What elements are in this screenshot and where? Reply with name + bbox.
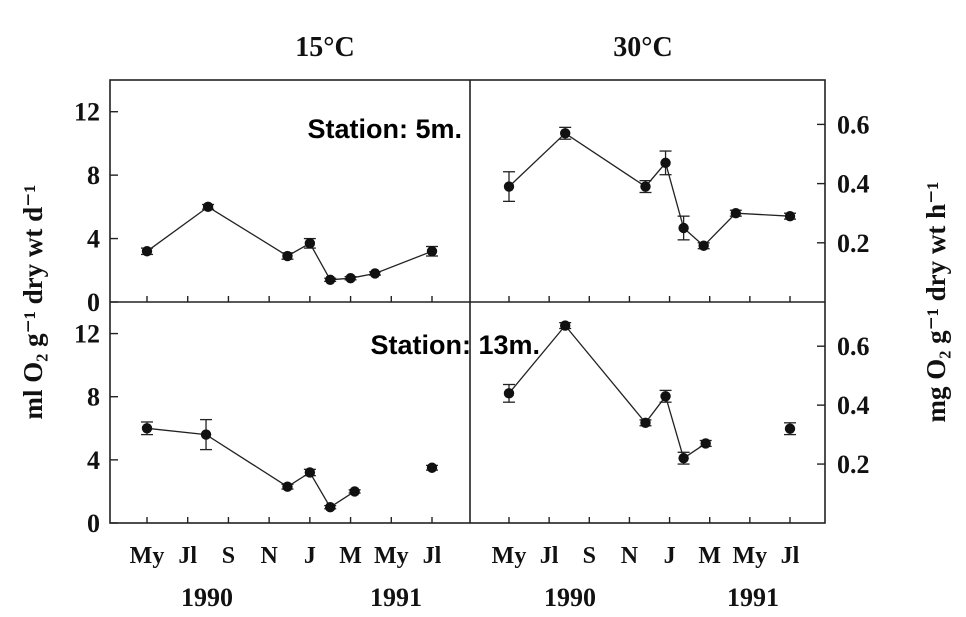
y-tick-label: 0.6 [837,110,870,139]
data-point [369,268,381,279]
series-line [146,427,355,509]
y-tick-label: 4 [87,225,100,254]
station-13m-label: Station: 13m. [370,330,540,360]
x-tick-label: My [374,543,409,569]
station-5m-label: Station: 5m. [307,114,462,144]
y-tick-label: 0 [87,509,100,538]
data-point [141,246,153,257]
data-point [560,128,571,139]
data-point [202,201,214,213]
data-point [678,452,689,464]
y-tick-label: 0 [87,288,100,317]
x-tick-label: M [339,543,362,569]
data-point [200,429,212,440]
data-point [304,467,316,478]
data-point [784,423,796,434]
x-tick-label: N [260,543,278,569]
data-point [640,417,651,429]
right-axis-title: mg O₂ g⁻¹ dry wt h⁻¹ [921,181,951,422]
year-label-1991-right: 1991 [727,583,779,612]
series-line [508,132,791,247]
data-point [503,388,515,399]
y-tick-label: 8 [87,161,100,190]
data-point [141,423,153,434]
x-tick-label: Jl [781,543,800,569]
x-tick-label: My [492,543,527,569]
x-tick-label: N [621,543,639,569]
data-point [325,274,336,285]
data-point [325,502,336,513]
data-point [640,181,651,192]
y-tick-label: 8 [87,383,100,412]
year-label-1990-left: 1990 [181,583,233,612]
x-tick-label: Jl [178,543,197,569]
x-tick-label: Jl [540,543,559,569]
data-point [304,238,316,249]
data-point [660,391,671,402]
left-axis-title: ml O₂ g⁻¹ dry wt d⁻¹ [18,184,48,419]
data-point [784,210,796,222]
year-label-1991-left: 1991 [370,583,422,612]
y-tick-label: 12 [74,320,100,349]
x-tick-label: My [130,543,165,569]
y-tick-label: 0.4 [837,391,870,420]
y-tick-label: 0.6 [837,332,870,361]
year-label-1990-right: 1990 [544,583,596,612]
y-tick-label: 4 [87,446,100,475]
header-15c: 15°C [295,32,354,63]
x-tick-label: S [222,543,235,569]
x-tick-label: J [304,543,316,569]
data-point [426,462,438,473]
x-tick-label: S [583,543,596,569]
x-tick-label: M [698,543,721,569]
data-point [730,208,742,219]
y-tick-label: 12 [74,98,100,127]
data-point [349,486,360,497]
data-point [560,320,571,331]
data-point [503,181,515,192]
y-tick-label: 0.2 [837,450,870,479]
header-30c: 30°C [613,32,672,63]
x-tick-label: Jl [423,543,442,569]
y-tick-label: 0.4 [837,170,870,199]
data-point [678,222,689,234]
data-point [282,481,293,492]
data-point [698,240,709,251]
data-point [700,438,711,449]
x-tick-label: J [664,543,676,569]
data-point [660,157,671,169]
x-tick-label: My [733,543,768,569]
y-tick-label: 0.2 [837,229,870,258]
data-point [345,273,356,284]
data-point [426,246,438,257]
series-line [146,206,433,281]
data-point [282,250,293,262]
